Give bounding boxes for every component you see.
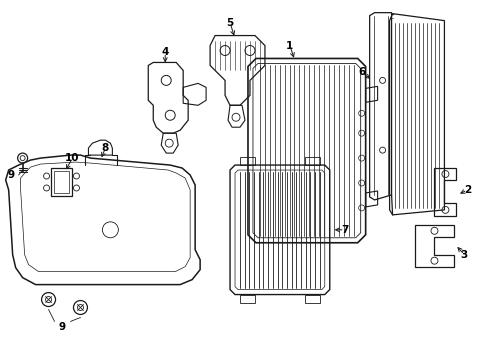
- Text: 5: 5: [226, 18, 233, 28]
- Text: 8: 8: [102, 143, 109, 153]
- Text: 4: 4: [161, 48, 168, 58]
- Text: 9: 9: [59, 323, 66, 332]
- Text: 9: 9: [7, 170, 14, 180]
- Text: 2: 2: [463, 185, 470, 195]
- Text: 6: 6: [357, 67, 365, 77]
- Text: 1: 1: [285, 41, 293, 50]
- Bar: [240, 157, 254, 165]
- Bar: [53, 171, 69, 193]
- Bar: [50, 168, 72, 196]
- Text: 3: 3: [460, 250, 467, 260]
- Text: 7: 7: [340, 225, 347, 235]
- Bar: [240, 294, 254, 302]
- Bar: [304, 294, 319, 302]
- Text: 10: 10: [65, 153, 80, 163]
- Bar: [304, 157, 319, 165]
